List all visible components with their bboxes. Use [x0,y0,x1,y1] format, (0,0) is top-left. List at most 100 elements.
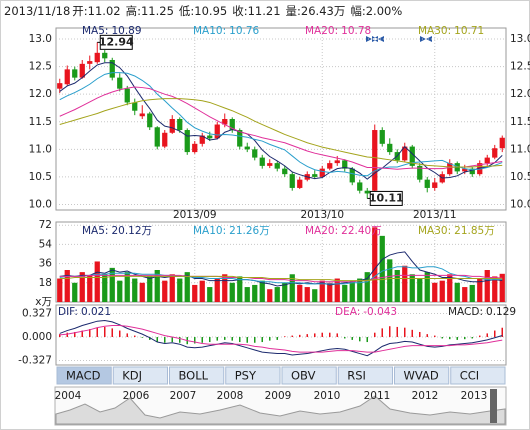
volume-bar [492,276,498,302]
legend-value: 10.71 [454,25,484,37]
tab[interactable] [112,366,168,385]
candle-body [469,168,475,175]
candle-body [274,163,280,169]
candle-body [214,124,220,139]
y-tick-label: 12.0 [510,88,530,100]
candle-body [357,182,363,191]
volume-bar [462,287,468,302]
legend-name: MA5: [82,225,108,237]
candle-body [499,137,505,149]
legend-entry: MA30: 10.71 [418,25,484,37]
header-field-name: 量: [286,4,301,18]
candle-body [409,146,415,166]
candle-body [267,163,273,166]
legend-entry: MA20: 10.78 [305,25,371,37]
candle-body [192,143,198,153]
volume-bar [177,278,183,302]
candle-body [492,148,498,158]
timeline-year: 2010 [314,390,341,402]
tab-label: CCI [460,369,479,383]
volume-bar [327,282,333,302]
candle-body [139,113,145,117]
volume-bar [169,274,175,302]
annotation-box [369,190,403,206]
candle-body [229,119,235,131]
tab[interactable] [337,366,393,385]
header-date: 2013/11/18 [4,4,70,18]
candle-body [259,157,265,166]
volume-bar [349,280,355,302]
tab-label: OBV [291,369,316,383]
candle-body [57,83,63,89]
tab[interactable] [394,366,450,385]
tab[interactable] [225,366,281,385]
legend-value: 21.26万 [229,225,270,237]
volume-bar [229,282,235,302]
volume-bar [102,274,108,302]
candle-body [484,157,490,164]
y-tick-label: 11.0 [29,143,52,155]
timeline-year: 2009 [265,390,292,402]
header-field-name: 幅: [350,4,365,18]
volume-bar [132,278,138,302]
volume-bar [267,289,273,302]
y-tick-label: 13.0 [29,33,52,45]
tab[interactable] [169,366,225,385]
volume-bar [439,280,445,302]
volume-bar [222,274,228,302]
y-tick-label: -0.327 [18,355,52,367]
candle-body [94,52,100,63]
timeline-year: 2013 [461,390,488,402]
tab-label: RSI [347,369,366,383]
volume-bar [64,270,70,302]
volume-bar [372,227,378,302]
candle-body [447,163,453,175]
candle-body [162,132,168,147]
y-tick-label: 18 [39,277,52,289]
line-series [59,72,503,177]
candle-body [312,174,318,177]
legend-value: 22.40万 [341,225,382,237]
volume-bar [207,287,213,302]
line-series [59,266,503,285]
macd-panel [55,304,507,366]
y-tick-label: 0.000 [22,331,52,343]
legend-entry: MA5: 20.12万 [82,225,152,237]
legend-entry: DIF: 0.021 [58,306,111,318]
candle-body [199,135,205,144]
timeline-year: 2012 [412,390,439,402]
annotation-box [99,34,133,50]
legend-entry: MA5: 10.89 [82,25,142,37]
candle-body [462,168,468,172]
volume-bar [499,273,505,302]
x-tick-label: 2013/10 [300,209,344,221]
y-tick-label: 10.0 [29,198,52,210]
volume-bar [394,270,400,302]
tab[interactable] [450,366,506,385]
tab[interactable] [56,366,112,385]
legend-entry: MACD: 0.129 [448,306,516,318]
candle-body [147,113,153,128]
candle-body [334,160,340,164]
volume-bar [199,280,205,302]
header-field-value: 2.00% [366,4,403,18]
candle-body [379,130,385,144]
header-field-value: 11.25 [141,4,174,18]
volume-bar [334,278,340,302]
volume-bar [237,276,243,302]
legend-name: MA5: [82,25,108,37]
volume-bar [244,287,250,302]
timeline-year: 2007 [170,390,197,402]
volume-bar [124,272,130,302]
volume-bar [417,278,423,302]
legend-name: MA30: [418,225,451,237]
timeline-handle[interactable] [490,389,497,423]
volume-bar [454,282,460,302]
candle-body [102,52,108,59]
legend-entry: DEA: -0.043 [335,306,397,318]
price-panel [55,27,507,211]
legend-value: 10.76 [229,25,259,37]
tab[interactable] [281,366,337,385]
candle-body [132,102,138,111]
